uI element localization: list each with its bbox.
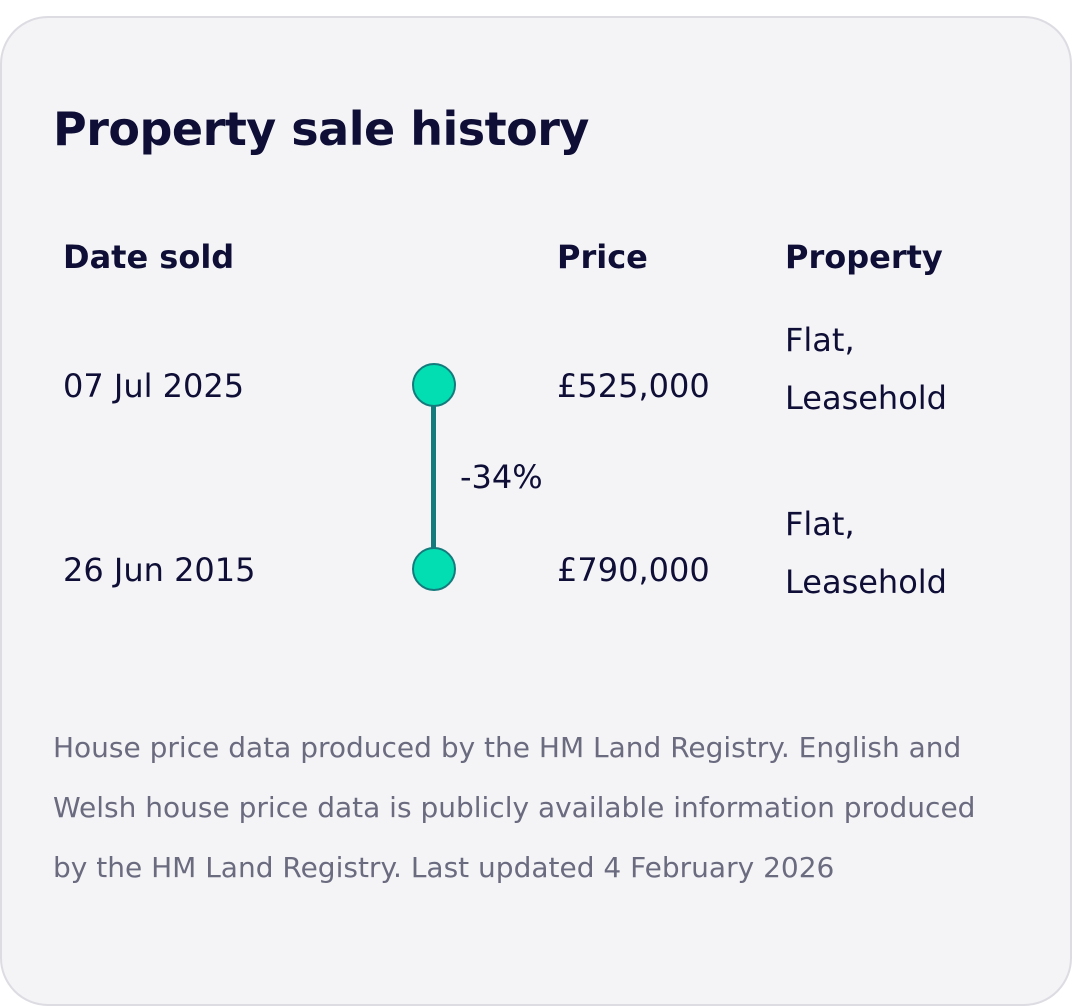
- sale-price: £790,000: [557, 551, 710, 589]
- column-header-price: Price: [557, 238, 648, 276]
- timeline-dot-latest: [412, 363, 456, 407]
- price-change-percent: -34%: [460, 458, 543, 496]
- property-tenure: Leasehold: [785, 379, 947, 417]
- card-title: Property sale history: [53, 102, 589, 156]
- sale-history-card: Property sale history Date sold Price Pr…: [0, 16, 1072, 1006]
- sale-price: £525,000: [557, 367, 710, 405]
- data-source-footnote: House price data produced by the HM Land…: [53, 731, 976, 884]
- property-type: Flat,: [785, 505, 855, 543]
- timeline-dot-earliest: [412, 547, 456, 591]
- sale-date: 26 Jun 2015: [63, 551, 256, 589]
- column-header-date-sold: Date sold: [63, 238, 235, 276]
- property-type: Flat,: [785, 321, 855, 359]
- timeline-connector: [431, 385, 436, 569]
- sale-date: 07 Jul 2025: [63, 367, 245, 405]
- property-tenure: Leasehold: [785, 563, 947, 601]
- column-header-property: Property: [785, 238, 943, 276]
